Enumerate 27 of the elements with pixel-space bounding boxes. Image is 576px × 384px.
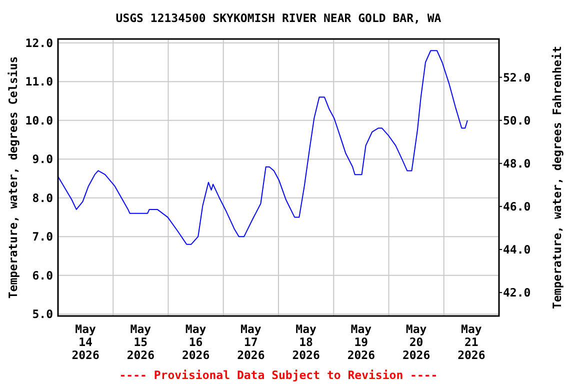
- y-tick-label: 11.0: [25, 74, 54, 89]
- x-tick-label: May 14 2026: [72, 322, 100, 362]
- y2-tick-label: 48.0: [503, 156, 531, 170]
- chart-title: USGS 12134500 SKYKOMISH RIVER NEAR GOLD BAR, WA: [116, 11, 442, 25]
- y-tick-label: 9.0: [32, 152, 54, 166]
- y-tick-label: 7.0: [32, 230, 54, 244]
- y2-axis-title: Temperature, water, degrees Fahrenheit: [550, 46, 564, 310]
- y2-tick-label: 46.0: [503, 199, 531, 214]
- y-tick-label: 12.0: [25, 36, 54, 50]
- x-tick-label: May 19 2026: [347, 322, 376, 362]
- x-tick-label: May 20 2026: [402, 322, 430, 362]
- line-series: [58, 50, 468, 245]
- text: ---- Provisional Data Subject to Revision ----: [119, 368, 438, 382]
- x-tick-label: May 17 2026: [237, 322, 265, 362]
- y-tick-label: 5.0: [32, 307, 54, 322]
- y2-tick-label: 44.0: [503, 242, 531, 256]
- y-tick-label: 6.0: [32, 268, 54, 282]
- y2-tick-label: 50.0: [503, 113, 531, 128]
- y2-tick-label: 52.0: [503, 70, 531, 84]
- y2-tick-label: 42.0: [503, 286, 531, 300]
- x-tick-label: May 15 2026: [126, 322, 155, 362]
- y-tick-label: 10.0: [25, 113, 54, 128]
- y-tick-label: 8.0: [32, 190, 54, 205]
- y-axis-title: Temperature, water, degrees Celsius: [6, 56, 20, 299]
- x-tick-label: May 18 2026: [292, 322, 320, 362]
- x-tick-label: May 16 2026: [182, 322, 210, 362]
- x-tick-label: May 21 2026: [458, 322, 486, 362]
